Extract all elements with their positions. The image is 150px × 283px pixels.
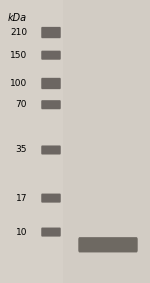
Text: 17: 17 <box>15 194 27 203</box>
Text: 10: 10 <box>15 228 27 237</box>
FancyBboxPatch shape <box>41 194 61 203</box>
FancyBboxPatch shape <box>41 100 61 109</box>
FancyBboxPatch shape <box>78 237 138 252</box>
Text: kDa: kDa <box>8 13 27 23</box>
FancyBboxPatch shape <box>41 228 61 237</box>
Text: 100: 100 <box>10 79 27 88</box>
Text: 150: 150 <box>10 51 27 60</box>
Bar <box>63 0 150 283</box>
FancyBboxPatch shape <box>41 27 61 38</box>
FancyBboxPatch shape <box>41 145 61 155</box>
FancyBboxPatch shape <box>41 78 61 89</box>
Text: 70: 70 <box>15 100 27 109</box>
Text: 210: 210 <box>10 28 27 37</box>
FancyBboxPatch shape <box>41 51 61 60</box>
Text: 35: 35 <box>15 145 27 155</box>
